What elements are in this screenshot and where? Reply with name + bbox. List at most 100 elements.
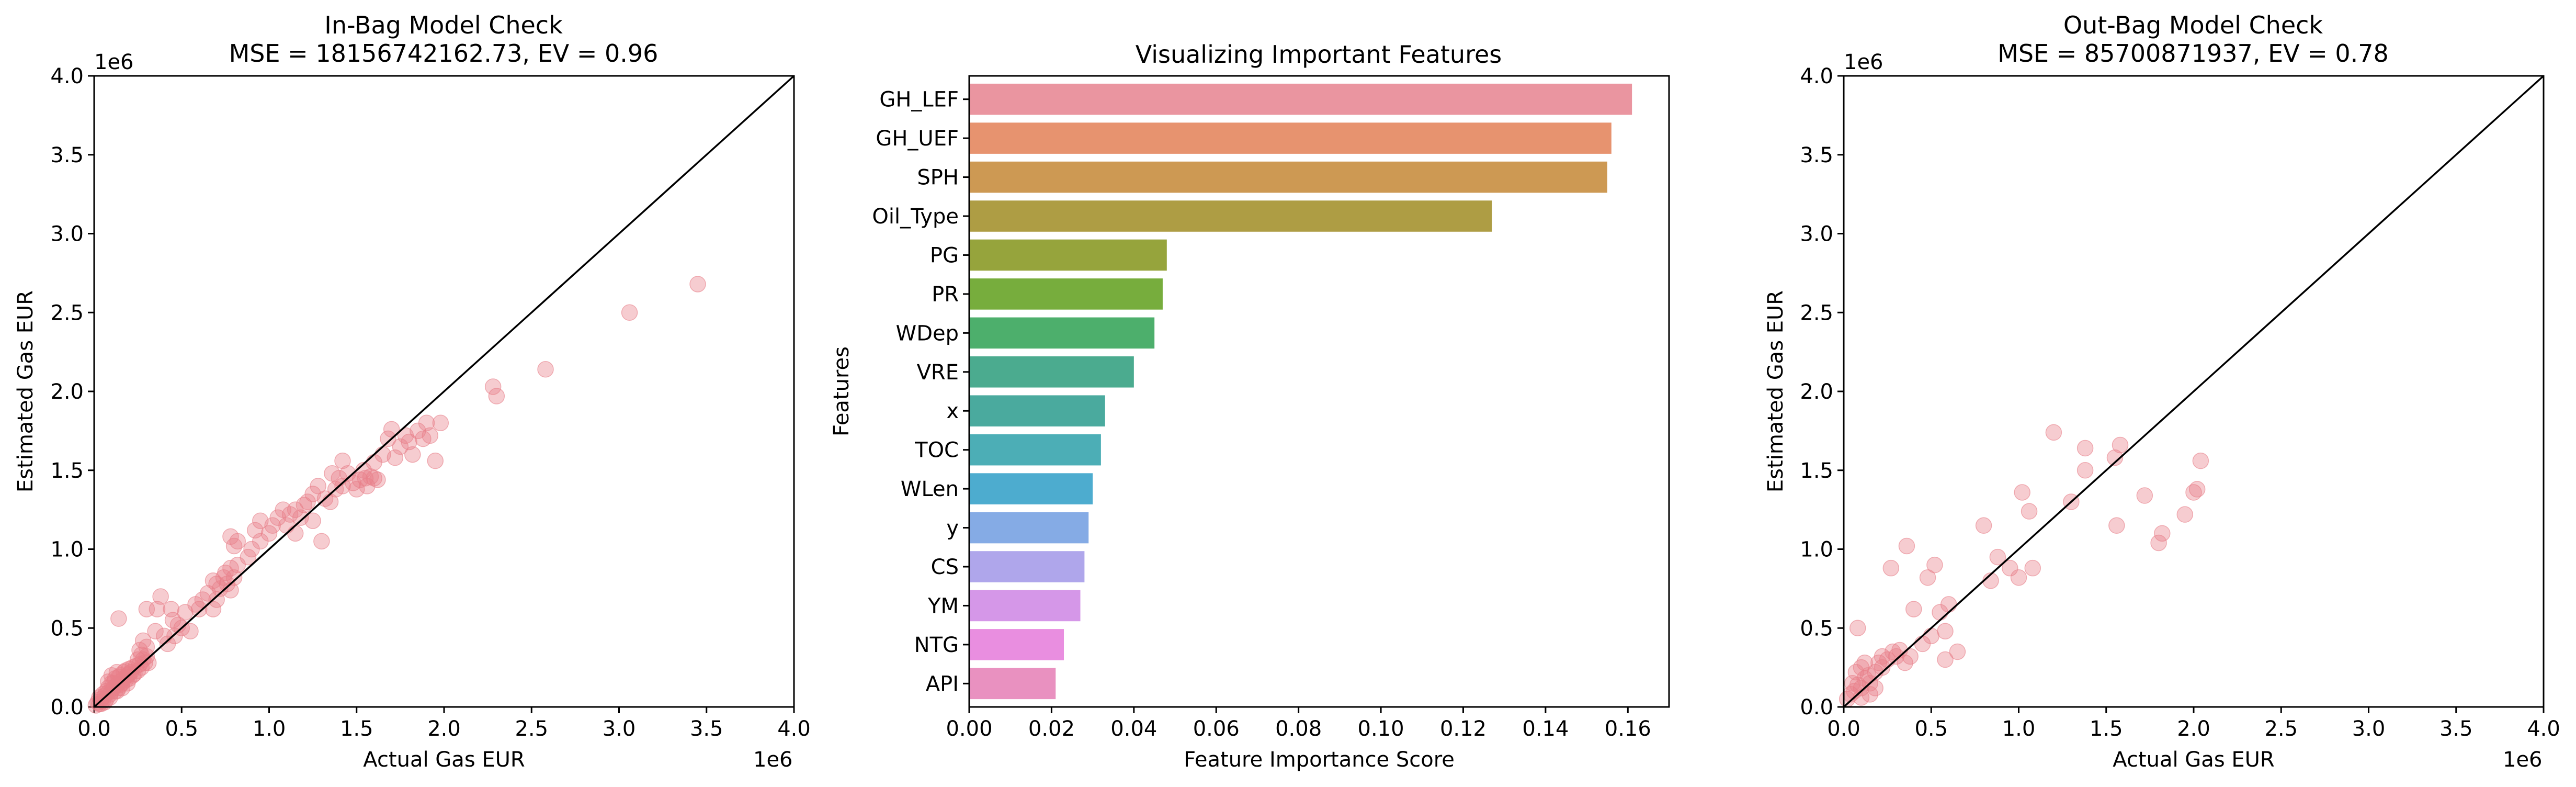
inbag-point: [163, 601, 179, 617]
inbag-point: [418, 414, 435, 432]
inbag-panel: In-Bag Model Check MSE = 18156742162.73,…: [14, 11, 811, 772]
importance-y-tick-label: PG: [930, 243, 959, 267]
outbag-x-tick-label: 2.5: [2264, 717, 2298, 741]
inbag-point: [292, 509, 309, 526]
inbag-point: [299, 493, 316, 510]
outbag-x-tick-label: 3.5: [2439, 717, 2473, 741]
outbag-point: [1902, 648, 1919, 665]
importance-bar: [969, 122, 1612, 154]
inbag-point: [149, 601, 166, 617]
importance-bar: [969, 83, 1632, 115]
inbag-x-tick-label: 0.5: [165, 717, 198, 741]
inbag-point: [140, 654, 157, 671]
importance-bar: [969, 473, 1093, 504]
outbag-point: [1862, 686, 1878, 703]
importance-x-tick-label: 0.06: [1193, 717, 1240, 741]
inbag-x-tick-label: 2.0: [427, 717, 461, 741]
outbag-point: [2176, 506, 2194, 523]
outbag-y-axis-label: Estimated Gas EUR: [1764, 290, 1788, 492]
inbag-point: [387, 449, 404, 466]
outbag-title-line1: Out-Bag Model Check: [2063, 11, 2323, 39]
inbag-x-tick-label: 0.0: [77, 717, 111, 741]
outbag-title-line2: MSE = 85700871937, EV = 0.78: [1998, 39, 2389, 68]
importance-bar: [969, 239, 1167, 271]
inbag-point: [488, 388, 505, 404]
outbag-x-tick-label: 2.0: [2177, 717, 2210, 741]
inbag-points: [87, 276, 706, 714]
outbag-point: [1856, 654, 1873, 671]
importance-y-tick-label: WDep: [896, 321, 959, 345]
inbag-y-tick-label: 0.5: [50, 616, 84, 640]
outbag-point: [2024, 559, 2041, 577]
inbag-point: [246, 522, 264, 539]
inbag-point: [348, 481, 365, 498]
outbag-x-axis-label: Actual Gas EUR: [2113, 748, 2274, 772]
outbag-y-tick-label: 3.0: [1800, 222, 1833, 246]
importance-y-tick-label: YM: [927, 594, 959, 618]
inbag-x-tick-label: 2.5: [515, 717, 548, 741]
inbag-point: [380, 430, 396, 447]
outbag-y-tick-label: 0.5: [1800, 616, 1833, 640]
outbag-identity-line: [1843, 75, 2545, 708]
importance-y-tick-label: API: [926, 672, 959, 696]
importance-bar: [969, 317, 1155, 349]
outbag-point: [1919, 569, 1936, 586]
outbag-point: [2076, 462, 2094, 479]
inbag-identity-line: [93, 75, 795, 708]
outbag-point: [2112, 436, 2129, 454]
importance-bar: [969, 512, 1089, 544]
importance-bar: [969, 629, 1064, 660]
inbag-y-axis-label: Estimated Gas EUR: [14, 290, 38, 492]
importance-bar: [969, 395, 1105, 426]
inbag-ticks: 0.0 0.5 1.0 1.5 2.0 2.5 3.0 3.5 4.0 0.0 0.5 1.0 1.5 2…: [50, 64, 810, 741]
inbag-point: [222, 528, 239, 545]
inbag-point: [252, 512, 269, 529]
inbag-point: [275, 501, 292, 518]
inbag-point: [304, 512, 321, 529]
outbag-point: [1914, 635, 1931, 653]
importance-x-tick-label: 0.12: [1440, 717, 1486, 741]
inbag-x-tick-label: 1.5: [340, 717, 373, 741]
outbag-point: [2188, 481, 2206, 498]
inbag-y-tick-label: 2.5: [50, 301, 84, 325]
outbag-x-tick-label: 1.0: [2002, 717, 2036, 741]
outbag-point: [2106, 449, 2124, 466]
inbag-point: [392, 438, 409, 455]
inbag-y-tick-label: 1.5: [50, 459, 84, 483]
importance-y-tick-label: VRE: [917, 361, 959, 385]
inbag-x-offset: 1e6: [753, 748, 793, 772]
outbag-point: [1975, 517, 1992, 534]
outbag-x-tick-label: 0.5: [1914, 717, 1948, 741]
inbag-point: [310, 478, 326, 494]
inbag-point: [369, 471, 386, 488]
importance-bar: [969, 356, 1134, 388]
inbag-x-tick-label: 4.0: [777, 717, 811, 741]
importance-bar: [969, 590, 1081, 622]
outbag-point: [1898, 537, 1915, 555]
inbag-point: [240, 548, 257, 566]
outbag-y-tick-label: 1.5: [1800, 459, 1833, 483]
outbag-point: [1937, 651, 1954, 668]
importance-x-tick-label: 0.02: [1028, 717, 1075, 741]
inbag-point: [100, 673, 117, 690]
importance-y-tick-label: PR: [932, 283, 959, 307]
outbag-point: [1949, 643, 1966, 660]
outbag-ticks: 0.0 0.5 1.0 1.5 2.0 2.5 3.0 3.5 4.0 0.0 0.5 1.0 1.5 2…: [1800, 64, 2560, 741]
importance-ticks: 0.00 0.02 0.04 0.06 0.08 0.10 0.12 0.14 0.16 GH_L…: [872, 88, 1651, 741]
outbag-y-tick-label: 2.0: [1800, 380, 1833, 404]
importance-y-tick-label: y: [946, 516, 959, 541]
inbag-point: [199, 585, 217, 602]
outbag-point: [1882, 559, 1900, 577]
outbag-point: [2002, 559, 2018, 577]
outbag-point: [1940, 596, 1957, 613]
inbag-point: [304, 486, 321, 502]
outbag-y-tick-label: 3.5: [1800, 143, 1833, 167]
importance-y-tick-label: CS: [931, 555, 959, 579]
outbag-y-tick-label: 1.0: [1800, 538, 1833, 562]
outbag-plot-frame: [1843, 75, 2545, 708]
outbag-x-offset: 1e6: [2503, 748, 2543, 772]
outbag-point: [2154, 525, 2171, 542]
inbag-point: [208, 591, 225, 608]
inbag-point: [152, 588, 169, 605]
